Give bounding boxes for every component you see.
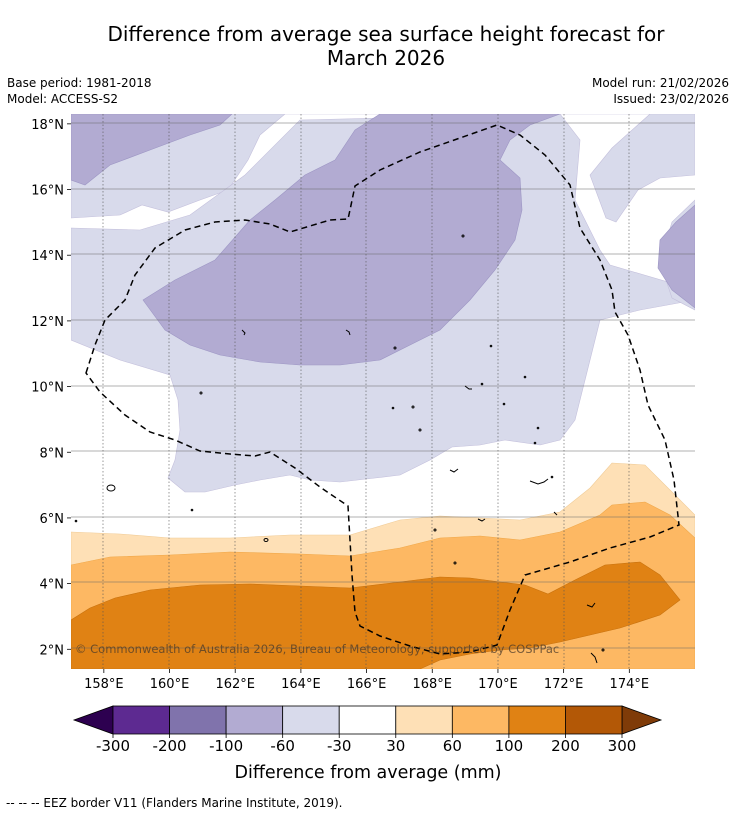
islands (74, 234, 605, 664)
model-name: Model: ACCESS-S2 (7, 92, 119, 106)
lon-axis: 158°E 160°E 162°E 164°E 166°E 168°E 170°E 172°E… (84, 669, 649, 692)
lat-tick-label: 12°N (31, 315, 64, 330)
contour-neg-medium-main (142, 114, 561, 366)
colorbar-swatch (169, 705, 227, 735)
colorbar-swatch (112, 705, 170, 735)
colorbar-swatch (338, 705, 397, 735)
eez-footnote: -- -- -- EEZ border V11 (Flanders Marine… (6, 796, 343, 810)
lon-tick-label: 168°E (412, 677, 452, 692)
meta-right: Model run: 21/02/2026 Issued: 23/02/2026 (592, 75, 729, 107)
colorbar-tick-label: -300 (96, 737, 130, 755)
lat-tick-label: 16°N (31, 184, 64, 199)
lat-lines (71, 122, 695, 649)
colorbar-tick-label: -200 (153, 737, 187, 755)
copyright-text: © Commonwealth of Australia 2026, Bureau… (75, 642, 559, 656)
title-line-1: Difference from average sea surface heig… (107, 22, 665, 46)
lat-tick-label: 6°N (40, 512, 65, 527)
lat-tick-label: 14°N (31, 249, 64, 264)
colorbar: -300 -200 -100 -60 -30 30 60 100 200 300 Differen… (72, 705, 663, 783)
colorbar-swatch (508, 705, 566, 735)
lon-tick-label: 174°E (610, 677, 650, 692)
contour-neg-light (71, 114, 695, 223)
lon-tick-label: 170°E (478, 677, 518, 692)
lon-tick-label: 164°E (281, 677, 321, 692)
colorbar-swatch (451, 705, 510, 735)
lon-tick-label: 172°E (544, 677, 584, 692)
lat-tick-label: 18°N (31, 118, 64, 133)
colorbar-tick-label: 200 (551, 737, 580, 755)
colorbar-tick-label: 60 (443, 737, 462, 755)
colorbar-under-arrow (72, 705, 114, 735)
colorbar-over-arrow (621, 705, 663, 735)
lon-tick-label: 166°E (347, 677, 387, 692)
contour-neg-medium-east (657, 204, 695, 309)
map-area: © Commonwealth of Australia 2026, Bureau… (71, 114, 695, 669)
contour-pos-dark (71, 561, 681, 669)
colorbar-tick-label: 30 (386, 737, 405, 755)
colorbar-label: Difference from average (mm) (234, 763, 501, 783)
lon-tick-label: 160°E (150, 677, 190, 692)
gridlines (102, 114, 630, 669)
issued-date: Issued: 23/02/2026 (613, 92, 729, 106)
eez-border (85, 124, 680, 655)
lat-tick-label: 10°N (31, 381, 64, 396)
colorbar-swatch (395, 705, 453, 735)
colorbar-swatch (565, 705, 623, 735)
model-run: Model run: 21/02/2026 (591, 76, 729, 90)
meta-left: Base period: 1981-2018 Model: ACCESS-S2 (7, 75, 152, 107)
lon-tick-label: 158°E (84, 677, 124, 692)
colorbar-tick-label: -100 (209, 737, 243, 755)
title-line-2: March 2026 (326, 46, 446, 70)
colorbar-swatch (225, 705, 284, 735)
lat-tick-label: 8°N (40, 446, 65, 461)
lat-tick-label: 4°N (40, 578, 65, 593)
colorbar-tick-label: 100 (495, 737, 524, 755)
colorbar-tick-label: 300 (608, 737, 637, 755)
lat-tick-label: 2°N (40, 643, 65, 658)
colorbar-tick-label: -60 (270, 737, 295, 755)
colorbar-swatch (282, 705, 340, 735)
colorbar-tick-label: -30 (327, 737, 352, 755)
lon-tick-label: 162°E (215, 677, 255, 692)
base-period: Base period: 1981-2018 (7, 76, 152, 90)
map-title: Difference from average sea surface heig… (0, 22, 736, 70)
lat-axis: 2°N 4°N 6°N 8°N 10°N 12°N 14°N 16°N 18°N (31, 118, 71, 658)
contour-neg-medium-nw (71, 114, 233, 186)
